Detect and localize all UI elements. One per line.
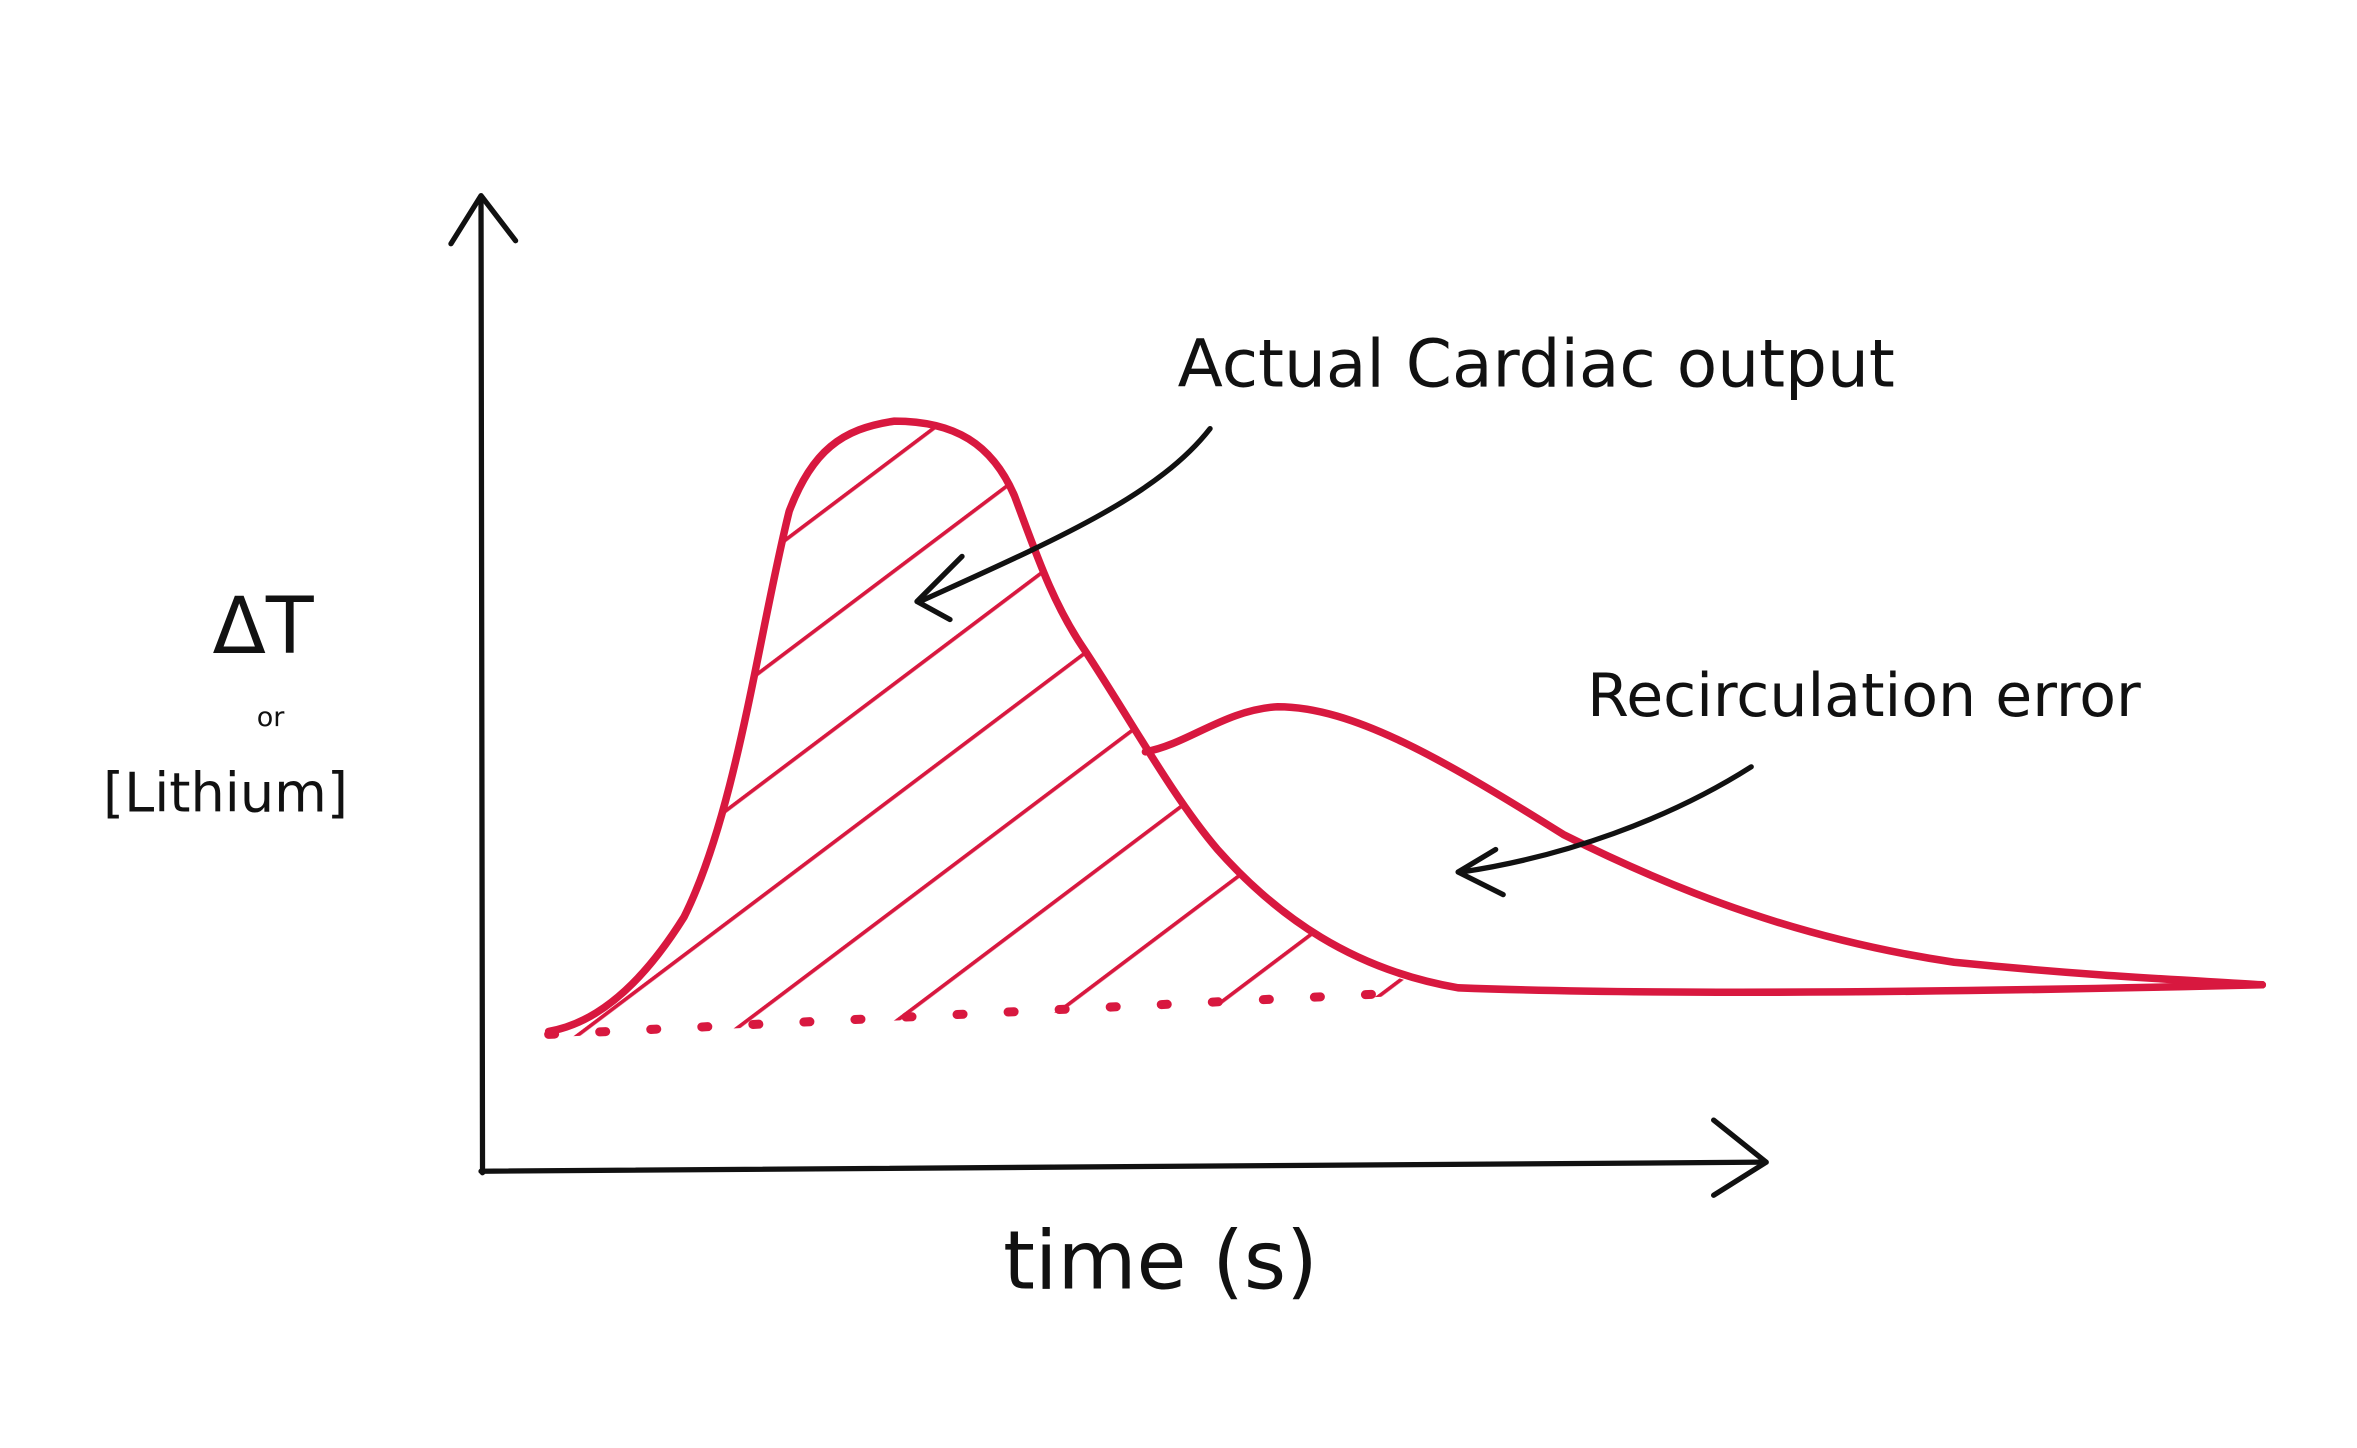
arrowhead bbox=[914, 553, 965, 623]
annotation: Actual Cardiac output bbox=[1178, 326, 1895, 403]
y-label-or: or bbox=[257, 702, 286, 733]
y-arrowhead bbox=[448, 192, 519, 247]
x-axis bbox=[478, 1159, 1768, 1174]
x-label: time (s) bbox=[1003, 1214, 1318, 1308]
arrow-recirculation bbox=[1458, 764, 1754, 875]
axes bbox=[448, 192, 1769, 1198]
y-label-symbol: ΔT bbox=[212, 581, 313, 672]
hatched-area bbox=[548, 421, 1429, 1038]
indicator-curve bbox=[544, 417, 2267, 1036]
arrow-cardiac-output bbox=[917, 425, 1213, 605]
annotation: Recirculation error bbox=[1587, 661, 2141, 731]
y-axis bbox=[478, 196, 486, 1176]
recirculation-curve bbox=[1141, 702, 2267, 989]
arrowhead bbox=[1455, 846, 1506, 898]
baseline bbox=[544, 987, 1418, 1039]
x-arrowhead bbox=[1711, 1117, 1769, 1198]
y-label-substance: [Lithium] bbox=[103, 762, 348, 825]
